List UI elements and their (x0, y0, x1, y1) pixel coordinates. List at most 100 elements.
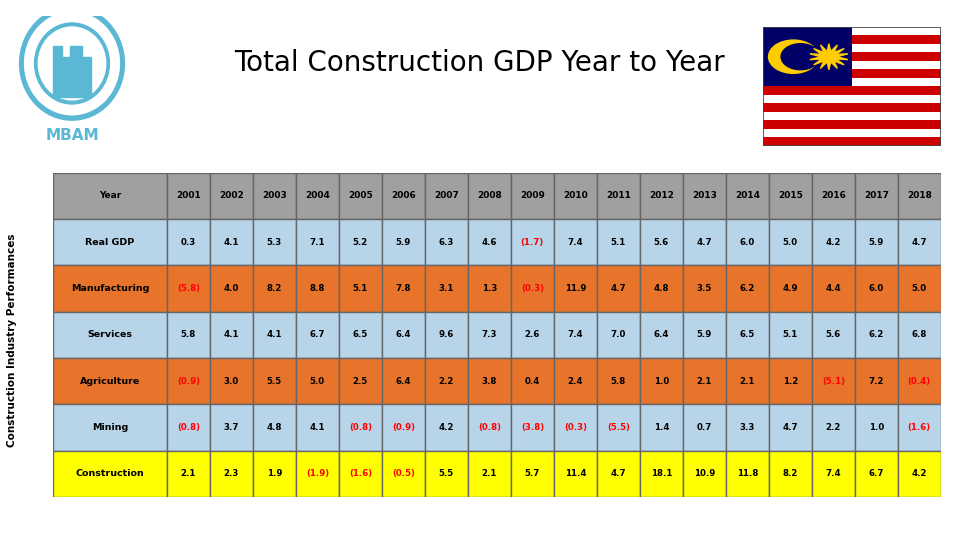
Bar (554, 312, 597, 358)
Bar (726, 173, 769, 219)
Bar (597, 219, 639, 265)
Bar (763, 86, 941, 95)
Text: 5.7: 5.7 (525, 469, 540, 478)
Text: 6.4: 6.4 (654, 330, 669, 339)
Bar (252, 219, 296, 265)
Text: (1.7): (1.7) (520, 238, 544, 247)
Text: 8.2: 8.2 (267, 284, 282, 293)
Bar (468, 450, 511, 497)
Text: Total Construction GDP Year to Year: Total Construction GDP Year to Year (234, 49, 726, 77)
Text: 3.0: 3.0 (224, 376, 239, 386)
Text: 2001: 2001 (176, 192, 201, 200)
Polygon shape (810, 44, 848, 70)
Bar (425, 219, 468, 265)
Bar (425, 312, 468, 358)
Bar (382, 312, 425, 358)
Text: 4.7: 4.7 (911, 238, 927, 247)
Text: (3.8): (3.8) (520, 423, 544, 432)
Text: 4.1: 4.1 (310, 423, 325, 432)
Text: 0.4: 0.4 (525, 376, 540, 386)
Bar (167, 450, 210, 497)
Bar (468, 358, 511, 404)
Text: 8.8: 8.8 (310, 284, 325, 293)
Bar (210, 358, 252, 404)
Text: 4.9: 4.9 (782, 284, 798, 293)
Bar (763, 95, 941, 103)
Circle shape (38, 27, 106, 100)
Bar (639, 219, 683, 265)
Text: 4.1: 4.1 (267, 330, 282, 339)
Text: 5.0: 5.0 (310, 376, 324, 386)
Text: 2.1: 2.1 (482, 469, 497, 478)
Circle shape (769, 40, 818, 73)
Bar (763, 44, 941, 52)
Text: 2018: 2018 (907, 192, 932, 200)
Text: 4.2: 4.2 (826, 238, 841, 247)
Bar (639, 358, 683, 404)
Text: 5.6: 5.6 (654, 238, 669, 247)
Bar (296, 173, 339, 219)
Text: 4.8: 4.8 (267, 423, 282, 432)
Text: Mining: Mining (92, 423, 128, 432)
Bar (854, 358, 898, 404)
Bar (639, 265, 683, 312)
Text: (1.6): (1.6) (348, 469, 372, 478)
Bar (339, 404, 382, 450)
Bar (597, 450, 639, 497)
Text: 2004: 2004 (305, 192, 330, 200)
Bar (511, 450, 554, 497)
Bar (468, 404, 511, 450)
Text: (5.1): (5.1) (822, 376, 845, 386)
Bar (252, 450, 296, 497)
Bar (683, 404, 726, 450)
Bar (854, 450, 898, 497)
Text: 4.2: 4.2 (912, 469, 927, 478)
Text: 7.0: 7.0 (611, 330, 626, 339)
Text: 2009: 2009 (520, 192, 544, 200)
Text: 5.1: 5.1 (782, 330, 798, 339)
Text: Construction: Construction (76, 469, 144, 478)
Bar (554, 450, 597, 497)
Bar (296, 219, 339, 265)
Bar (854, 173, 898, 219)
Bar (854, 404, 898, 450)
Text: 5.2: 5.2 (352, 238, 368, 247)
Text: 4.8: 4.8 (654, 284, 669, 293)
Text: (0.8): (0.8) (478, 423, 501, 432)
Text: Services: Services (87, 330, 132, 339)
Bar (898, 404, 941, 450)
Bar (210, 219, 252, 265)
Bar (554, 358, 597, 404)
Bar (53, 219, 167, 265)
Text: 4.1: 4.1 (224, 238, 239, 247)
Bar (763, 27, 852, 86)
Text: 2017: 2017 (864, 192, 889, 200)
Bar (554, 219, 597, 265)
Bar (763, 137, 941, 146)
Bar (296, 404, 339, 450)
Text: 7.4: 7.4 (826, 469, 841, 478)
Circle shape (19, 7, 125, 120)
Bar (554, 173, 597, 219)
Text: 4.7: 4.7 (611, 469, 626, 478)
Bar (812, 450, 854, 497)
Text: 2.1: 2.1 (697, 376, 712, 386)
Text: 6.5: 6.5 (352, 330, 368, 339)
Bar (511, 219, 554, 265)
Bar (425, 450, 468, 497)
Text: 1.0: 1.0 (654, 376, 669, 386)
Bar (726, 450, 769, 497)
Bar (769, 404, 812, 450)
Bar (382, 265, 425, 312)
Bar (639, 450, 683, 497)
Text: 7.2: 7.2 (869, 376, 884, 386)
Text: 3.7: 3.7 (224, 423, 239, 432)
Bar (683, 219, 726, 265)
Text: 9.6: 9.6 (439, 330, 454, 339)
Bar (769, 450, 812, 497)
Bar (339, 173, 382, 219)
Bar (296, 358, 339, 404)
Bar (898, 219, 941, 265)
Text: 1.3: 1.3 (482, 284, 497, 293)
Bar (252, 312, 296, 358)
